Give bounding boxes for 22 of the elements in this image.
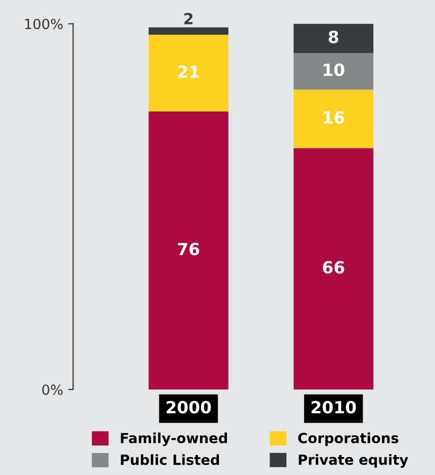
y-tick-label: 100% <box>25 18 63 30</box>
bar <box>148 34 228 112</box>
data-label: 66 <box>322 261 344 274</box>
data-label: 2 <box>184 12 192 24</box>
bar <box>294 53 374 90</box>
data-label: 10 <box>324 64 344 76</box>
data-label: 21 <box>178 65 199 78</box>
legend-label: Corporations <box>298 432 398 446</box>
x-tick-label: 2000 <box>166 400 211 414</box>
x-tick-label: 2010 <box>312 400 356 414</box>
bar <box>148 112 228 390</box>
bar <box>294 24 374 54</box>
legend-label: Public Listed <box>120 454 219 466</box>
bar <box>294 90 374 148</box>
data-label: 16 <box>324 111 344 124</box>
data-label: 76 <box>178 242 200 256</box>
data-label: 8 <box>328 30 338 44</box>
legend-label: Private equity <box>298 454 408 468</box>
bar <box>294 148 374 390</box>
bar <box>148 27 228 35</box>
y-tick-label: 0% <box>42 384 63 395</box>
legend-label: Family-owned <box>120 432 227 446</box>
